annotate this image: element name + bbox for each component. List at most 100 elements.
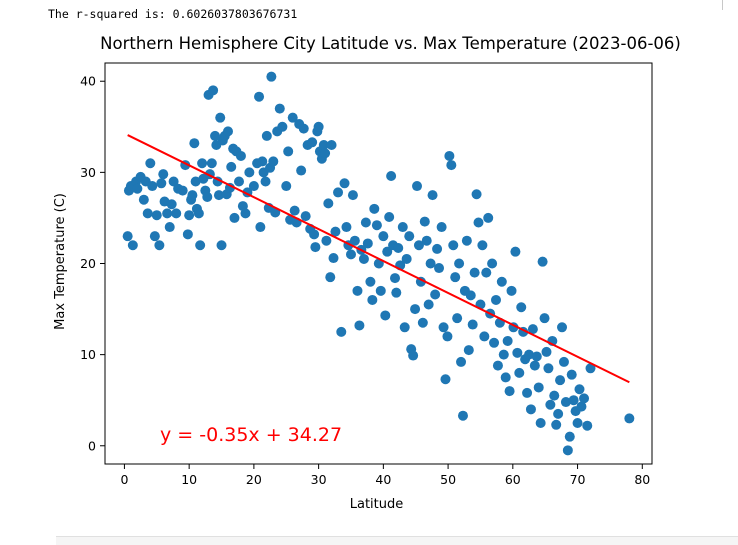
data-point <box>624 413 635 424</box>
data-point <box>555 375 566 386</box>
data-point <box>531 351 542 362</box>
data-point <box>307 137 318 148</box>
data-point <box>182 229 193 240</box>
data-point <box>393 243 404 254</box>
data-point <box>300 211 311 222</box>
data-point <box>362 238 373 249</box>
data-point <box>277 121 288 132</box>
data-point <box>576 401 587 412</box>
data-point <box>208 85 219 96</box>
data-point <box>545 399 556 410</box>
data-point <box>421 235 432 246</box>
data-point <box>412 181 423 192</box>
data-point <box>330 226 341 237</box>
data-point <box>289 205 300 216</box>
data-point <box>298 123 309 134</box>
data-point <box>283 146 294 157</box>
data-point <box>510 246 521 257</box>
data-point <box>397 222 408 233</box>
data-point <box>216 240 227 251</box>
data-point <box>582 420 593 431</box>
data-point <box>446 160 457 171</box>
data-point <box>585 363 596 374</box>
data-point <box>162 208 173 219</box>
data-point <box>432 243 443 254</box>
data-point <box>483 212 494 223</box>
data-point <box>558 356 569 367</box>
data-point <box>553 408 564 419</box>
data-point <box>187 190 198 201</box>
data-point <box>244 167 255 178</box>
data-point <box>579 393 590 404</box>
data-point <box>226 161 237 172</box>
data-point <box>321 235 332 246</box>
data-point <box>457 410 468 421</box>
data-point <box>380 310 391 321</box>
data-point <box>142 208 153 219</box>
data-point <box>566 369 577 380</box>
data-point <box>516 302 527 313</box>
y-tick-label: 10 <box>80 347 96 362</box>
data-point <box>320 148 331 159</box>
data-point <box>132 183 143 194</box>
data-point <box>572 417 583 428</box>
x-tick-label: 20 <box>246 472 262 487</box>
data-point <box>147 181 158 192</box>
data-point <box>529 360 540 371</box>
data-point <box>533 382 544 393</box>
data-point <box>413 240 424 251</box>
data-point <box>471 189 482 200</box>
data-point <box>360 217 371 228</box>
data-point <box>496 276 507 287</box>
data-point <box>164 222 175 233</box>
x-tick-label: 30 <box>311 472 327 487</box>
data-point <box>436 222 447 233</box>
data-point <box>434 263 445 274</box>
data-point <box>318 140 329 151</box>
data-point <box>365 276 376 287</box>
data-point <box>479 331 490 342</box>
data-point <box>309 229 320 240</box>
data-point <box>261 130 272 141</box>
data-point <box>524 349 535 360</box>
y-tick-label: 30 <box>80 165 96 180</box>
data-point <box>158 169 169 180</box>
data-point <box>190 176 201 187</box>
data-point <box>367 294 378 305</box>
data-point <box>564 431 575 442</box>
data-point <box>224 182 235 193</box>
data-point <box>537 256 548 267</box>
data-point <box>328 253 339 264</box>
data-point <box>417 317 428 328</box>
data-point <box>469 267 480 278</box>
data-point <box>193 208 204 219</box>
regression-line <box>127 134 630 384</box>
data-point <box>248 181 259 192</box>
data-point <box>438 322 449 333</box>
data-point <box>444 150 455 161</box>
data-point <box>323 198 334 209</box>
data-point <box>274 103 285 114</box>
data-point <box>390 273 401 284</box>
data-point <box>440 374 451 385</box>
data-point <box>369 203 380 214</box>
data-point <box>410 304 421 315</box>
data-point <box>210 130 221 141</box>
data-point <box>463 345 474 356</box>
data-point <box>384 212 395 223</box>
data-point <box>514 367 525 378</box>
data-point <box>325 272 336 283</box>
data-point <box>490 294 501 305</box>
x-tick-label: 10 <box>181 472 197 487</box>
data-point <box>341 222 352 233</box>
data-point <box>354 320 365 331</box>
data-point <box>154 240 165 251</box>
data-point <box>450 272 461 283</box>
data-point <box>461 235 472 246</box>
data-point <box>408 350 419 361</box>
data-point <box>568 395 579 406</box>
data-point <box>522 387 533 398</box>
data-point <box>281 181 292 192</box>
data-point <box>138 194 149 205</box>
